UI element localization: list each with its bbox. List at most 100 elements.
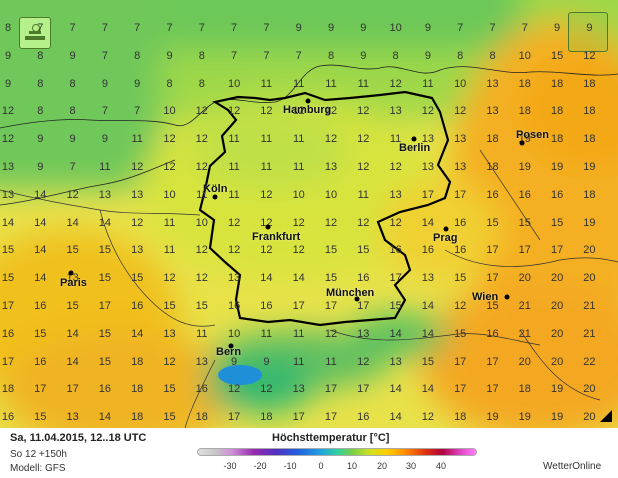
- temperature-value: 18: [260, 411, 273, 424]
- temperature-value: 8: [327, 49, 335, 62]
- temperature-value: 11: [196, 327, 208, 340]
- temperature-value: 18: [583, 77, 596, 90]
- temperature-value: 18: [518, 105, 531, 118]
- temperature-value: 20: [583, 244, 596, 257]
- temperature-value: 10: [454, 77, 467, 90]
- temperature-value: 12: [389, 161, 402, 173]
- temperature-value: 20: [550, 327, 564, 340]
- city-label[interactable]: Wien: [472, 291, 499, 303]
- temperature-value: 15: [98, 327, 112, 340]
- temperature-value: 14: [421, 327, 435, 340]
- corner-expand-icon[interactable]: [600, 410, 612, 422]
- temperature-value: 17: [486, 244, 499, 257]
- temperature-value: 16: [357, 411, 370, 424]
- temperature-value: 15: [550, 216, 564, 229]
- temperature-value: 12: [292, 216, 305, 229]
- temperature-value: 17: [1, 355, 15, 368]
- scale-tick-label: -10: [283, 461, 297, 471]
- temperature-value: 21: [518, 300, 531, 312]
- temperature-value: 10: [227, 327, 241, 340]
- temperature-value: 17: [324, 411, 338, 424]
- temperature-value: 17: [292, 411, 305, 424]
- temperature-value: 18: [550, 105, 564, 118]
- temperature-value: 17: [324, 300, 338, 312]
- temperature-value: 11: [228, 133, 240, 146]
- temperature-value: 16: [131, 300, 144, 312]
- temperature-value: 7: [198, 22, 205, 34]
- temperature-value: 15: [518, 216, 531, 229]
- city-label[interactable]: Frankfurt: [252, 231, 301, 243]
- temperature-value: 17: [454, 355, 467, 368]
- temperature-value: 13: [324, 161, 338, 173]
- cold-spot-alps: [218, 365, 262, 385]
- scale-tick-label: -30: [223, 461, 237, 471]
- temperature-value: 20: [518, 355, 531, 368]
- temperature-value: 14: [389, 327, 402, 340]
- temperature-value: 16: [518, 188, 531, 201]
- temperature-value: 17: [486, 355, 499, 368]
- temperature-value: 15: [163, 300, 176, 312]
- city-dot: [68, 270, 74, 276]
- temperature-value: 17: [227, 411, 241, 424]
- temperature-value: 9: [231, 355, 238, 368]
- temperature-value: 16: [421, 244, 435, 257]
- temperature-value: 19: [550, 383, 564, 396]
- temperature-value: 8: [4, 22, 12, 34]
- temperature-map[interactable]: 8 7 7 7 7 7 7 7 7 9 9 9 10 9 7 7 7 9 9 9 8 9 7 8 9 8 7 7 7 8 9 8 9 8 8 10 15…: [0, 0, 618, 429]
- germany-border: [198, 90, 452, 327]
- temperature-value: 15: [98, 355, 112, 368]
- temperature-value: 12: [260, 188, 273, 201]
- temperature-value: 9: [586, 22, 593, 34]
- temperature-value: 13: [357, 327, 370, 340]
- city-label[interactable]: München: [326, 287, 375, 299]
- temperature-value: 11: [99, 161, 111, 173]
- temperature-value: 10: [518, 49, 531, 62]
- city-label[interactable]: Berlin: [399, 142, 431, 154]
- temperature-value: 7: [263, 49, 270, 62]
- country-borders: [0, 149, 618, 428]
- temperature-value: 17: [454, 383, 467, 396]
- temperature-value: 14: [66, 216, 79, 229]
- temperature-value: 7: [489, 22, 496, 34]
- temperature-value: 12: [195, 244, 208, 257]
- temperature-value: 8: [37, 77, 44, 90]
- city-label[interactable]: Hamburg: [283, 104, 332, 116]
- temperature-value: 15: [486, 300, 499, 312]
- temperature-value: 7: [69, 161, 76, 173]
- temperature-value: 9: [134, 77, 141, 90]
- city-label[interactable]: Paris: [60, 277, 87, 289]
- temperature-value: 18: [454, 411, 467, 424]
- temperature-value: 7: [231, 22, 238, 34]
- layer-toggle-button[interactable]: [19, 17, 51, 49]
- temperature-value: 16: [486, 327, 499, 340]
- temperature-value: 8: [69, 105, 76, 118]
- temperature-value: 18: [486, 161, 499, 173]
- brand-logo-text[interactable]: WetterOnline: [543, 461, 602, 472]
- temperature-value: 12: [227, 383, 241, 396]
- scale-tick-label: 40: [435, 461, 447, 471]
- temperature-value: 13: [421, 133, 435, 146]
- city-label[interactable]: Bern: [216, 346, 242, 358]
- temperature-value: 15: [66, 244, 79, 257]
- temperature-value: 12: [357, 133, 370, 146]
- temperature-value: 15: [357, 244, 370, 257]
- temperature-value: 7: [457, 22, 464, 34]
- city-label[interactable]: Prag: [433, 232, 458, 244]
- temperature-value: 13: [454, 133, 467, 146]
- scale-tick-label: 0: [318, 461, 324, 471]
- temperature-value: 9: [69, 49, 76, 62]
- temperature-value: 21: [518, 327, 531, 340]
- temperature-value: 11: [163, 216, 176, 229]
- city-dot: [519, 140, 525, 146]
- temperature-value: 11: [325, 77, 337, 90]
- temperature-value: 13: [389, 188, 402, 201]
- temperature-value: 10: [163, 105, 176, 118]
- temperature-value: 12: [260, 244, 273, 257]
- temperature-value: 9: [101, 77, 108, 90]
- temperature-value: 12: [454, 105, 467, 118]
- temperature-value: 11: [292, 327, 305, 340]
- temperature-value: 14: [389, 411, 402, 424]
- city-label[interactable]: Posen: [516, 129, 550, 141]
- overlay-toggle-button[interactable]: [568, 12, 608, 52]
- city-label[interactable]: Köln: [203, 183, 228, 195]
